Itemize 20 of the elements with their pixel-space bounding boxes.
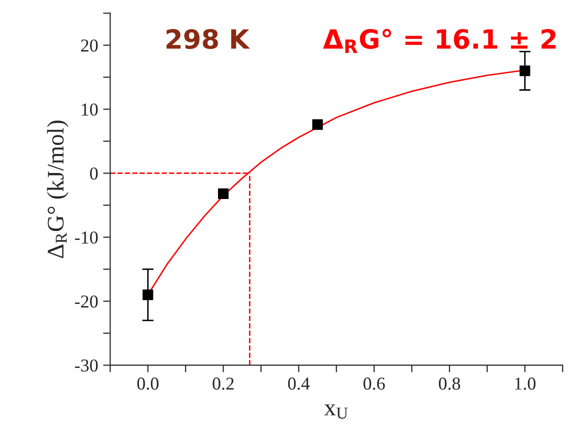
x-tick-label: 0.4	[288, 378, 310, 390]
x-tick-label: 1.0	[515, 378, 536, 390]
point	[312, 119, 323, 130]
x-tick-label: 0.8	[438, 378, 460, 390]
annotation: 298 K	[166, 29, 250, 50]
x-tick-label: 0.0	[137, 378, 158, 390]
y-tick-label: 0	[90, 167, 98, 180]
y-tick-label: -30	[75, 359, 98, 372]
y-axis-title: Δ$_{R}$G° (kJ/mol)	[47, 120, 68, 258]
y-tick-label: -10	[75, 231, 98, 244]
x-axis-title: x$_{U}$	[324, 404, 348, 419]
point	[520, 65, 530, 76]
y-tick-label: 10	[82, 103, 98, 116]
point	[218, 188, 229, 199]
y-tick-label: 20	[81, 39, 98, 52]
y-tick-label: -20	[75, 295, 98, 308]
annotation: Δ$_{R}$G° = 16.1 ± 2	[323, 28, 556, 53]
point	[142, 289, 154, 300]
x-tick-label: 0.6	[364, 378, 385, 390]
x-tick-label: 0.2	[212, 378, 234, 390]
